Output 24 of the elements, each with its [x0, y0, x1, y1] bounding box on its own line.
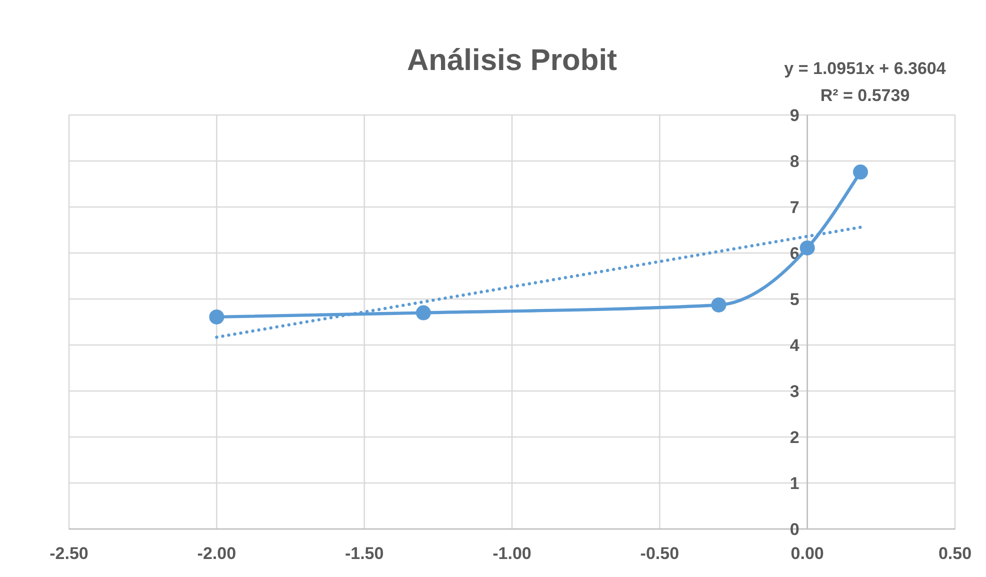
point: [209, 309, 224, 324]
y-tick-label: 7: [790, 198, 800, 217]
y-tick-label: 5: [790, 290, 800, 309]
y-tick-label: 9: [790, 106, 800, 125]
x-tick-label: -1.50: [344, 544, 384, 563]
point: [711, 297, 726, 312]
y-tick-label: 4: [790, 336, 800, 355]
y-tick-label: 0: [790, 520, 800, 539]
x-tick-label: 0.00: [790, 544, 824, 563]
x-tick-label: -1.00: [492, 544, 532, 563]
x-tick-label: -2.00: [197, 544, 236, 563]
x-tick-label: -2.50: [50, 544, 88, 563]
x-tick-label: 0.50: [938, 544, 972, 563]
point: [852, 164, 868, 180]
point: [800, 240, 815, 256]
text: y = 1.0951x + 6.3604: [784, 59, 946, 78]
x-tick-label: -0.50: [640, 544, 680, 563]
text: R² = 0.5739: [820, 86, 910, 105]
point: [416, 305, 431, 320]
y-tick-label: 2: [790, 428, 800, 447]
y-tick-label: 3: [790, 382, 800, 401]
chart-title: Análisis Probit: [406, 44, 618, 77]
y-tick-label: 8: [790, 152, 800, 171]
y-tick-label: 1: [790, 474, 800, 493]
